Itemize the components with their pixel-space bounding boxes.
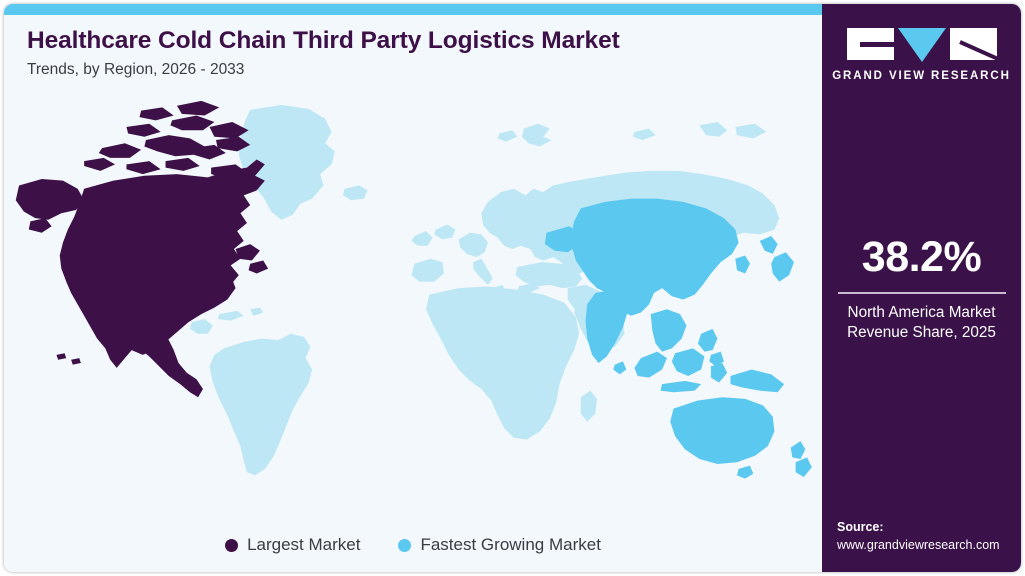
source-label: Source: bbox=[837, 519, 884, 534]
legend-dot-icon-largest-market bbox=[225, 538, 239, 552]
top-accent-bar bbox=[4, 4, 822, 15]
legend-label-fastest-growing-market: Fastest Growing Market bbox=[420, 535, 601, 554]
stat-caption-line-2: Revenue Share, 2025 bbox=[847, 323, 996, 341]
map-region-north-america bbox=[15, 100, 269, 398]
source-block: Source: www.grandviewresearch.com bbox=[837, 518, 1017, 554]
world-map bbox=[6, 83, 820, 503]
legend-item-largest-market: Largest Market bbox=[225, 535, 360, 555]
logo-marks bbox=[846, 28, 997, 62]
brand-logo: GRAND VIEW RESEARCH bbox=[822, 28, 1021, 82]
page-subtitle: Trends, by Region, 2026 - 2033 bbox=[27, 61, 245, 79]
infographic-card: Healthcare Cold Chain Third Party Logist… bbox=[4, 4, 1021, 572]
title-group: Healthcare Cold Chain Third Party Logist… bbox=[27, 27, 797, 80]
gvr-logo-r-icon bbox=[949, 28, 997, 60]
page-title: Healthcare Cold Chain Third Party Logist… bbox=[27, 27, 620, 54]
stat-value: 38.2% bbox=[861, 233, 982, 281]
side-panel: GRAND VIEW RESEARCH 38.2% North America … bbox=[822, 4, 1021, 572]
legend-label-largest-market: Largest Market bbox=[247, 535, 361, 554]
world-map-svg bbox=[15, 100, 812, 479]
legend: Largest Market Fastest Growing Market bbox=[4, 535, 822, 555]
stat-caption-line-1: North America Market bbox=[847, 303, 996, 321]
map-region: Healthcare Cold Chain Third Party Logist… bbox=[4, 15, 822, 572]
legend-dot-icon-fastest-growing-market bbox=[398, 538, 412, 552]
legend-item-fastest-growing-market: Fastest Growing Market bbox=[398, 535, 601, 555]
map-region-asia-pacific bbox=[544, 198, 812, 479]
stat-divider bbox=[837, 292, 1006, 294]
stat-block: 38.2% North America Market Revenue Share… bbox=[822, 236, 1021, 343]
source-url: www.grandviewresearch.com bbox=[837, 537, 1000, 552]
gvr-logo-g-icon bbox=[846, 28, 894, 60]
gvr-logo-v-triangle-icon bbox=[897, 28, 946, 62]
brand-name: GRAND VIEW RESEARCH bbox=[832, 70, 1011, 82]
